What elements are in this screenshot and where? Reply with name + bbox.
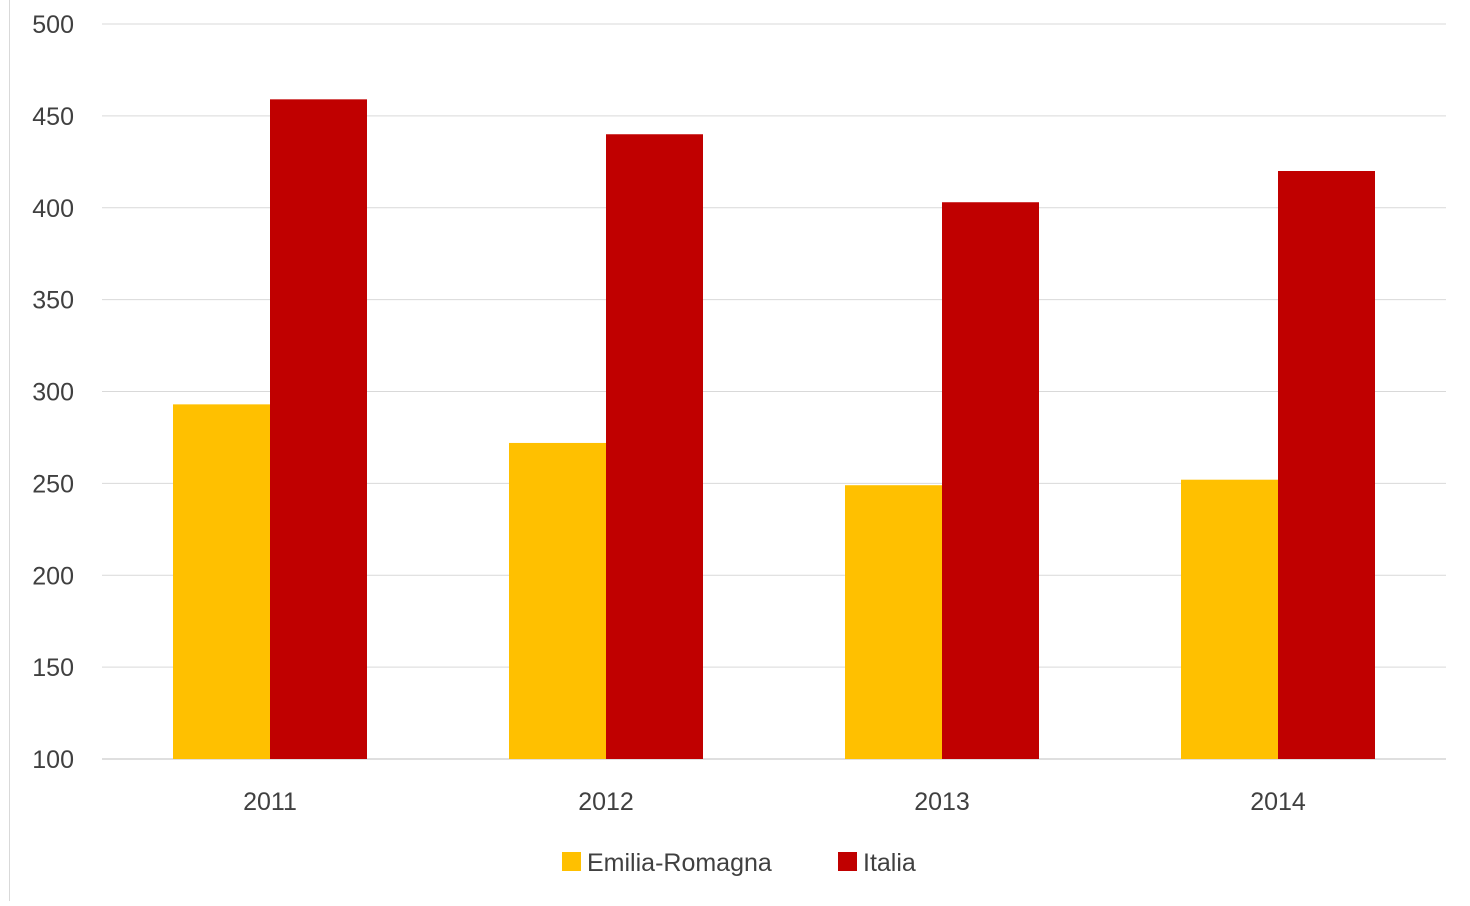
bar-emilia-romagna-2014 — [1181, 479, 1278, 759]
x-tick-label: 2011 — [243, 788, 297, 816]
y-tick-label: 300 — [32, 379, 74, 407]
y-tick-label: 450 — [32, 103, 74, 131]
bar-italia-2013 — [942, 202, 1039, 760]
y-tick-label: 100 — [32, 746, 74, 774]
legend-label: Italia — [863, 849, 916, 877]
y-tick-label: 500 — [32, 11, 74, 39]
legend: Emilia-Romagna Italia — [562, 849, 916, 877]
bars — [173, 99, 1375, 760]
y-tick-label: 150 — [32, 654, 74, 682]
bar-italia-2011 — [270, 99, 367, 759]
bar-italia-2014 — [1278, 171, 1375, 759]
legend-label: Emilia-Romagna — [587, 849, 772, 877]
y-axis-ticks: 100 150 200 250 300 350 400 450 500 — [32, 11, 74, 774]
x-tick-label: 2013 — [914, 788, 970, 816]
bar-emilia-romagna-2011 — [173, 404, 270, 759]
y-tick-label: 250 — [32, 470, 74, 498]
x-axis-ticks: 2011 2012 2013 2014 — [243, 788, 1306, 816]
y-tick-label: 350 — [32, 287, 74, 315]
y-tick-label: 200 — [32, 562, 74, 590]
bar-emilia-romagna-2012 — [509, 442, 606, 759]
y-tick-label: 400 — [32, 195, 74, 223]
legend-swatch — [838, 852, 857, 871]
bar-italia-2012 — [606, 134, 703, 759]
frame-border — [9, 0, 10, 901]
bar-emilia-romagna-2013 — [845, 485, 942, 759]
legend-swatch — [562, 852, 581, 871]
x-tick-label: 2012 — [578, 788, 634, 816]
x-tick-label: 2014 — [1250, 788, 1306, 816]
